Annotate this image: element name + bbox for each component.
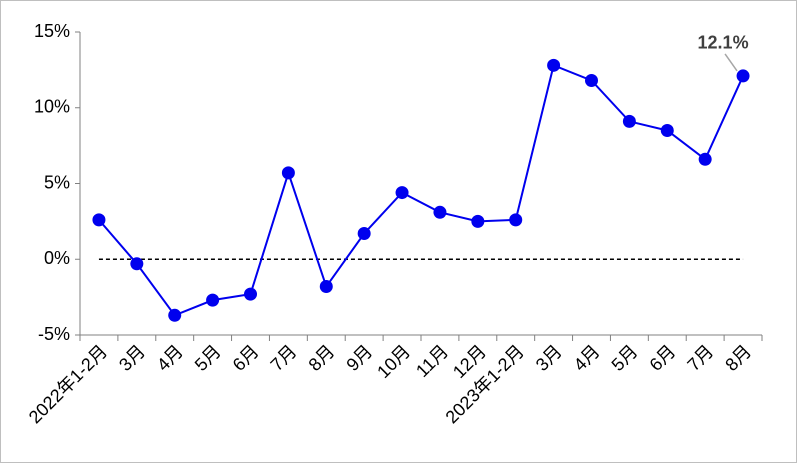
marker	[319, 280, 333, 294]
marker	[281, 166, 295, 180]
marker	[660, 123, 674, 137]
marker	[357, 226, 371, 240]
y-tick-label: 5%	[44, 172, 70, 192]
marker	[509, 213, 523, 227]
marker	[622, 114, 636, 128]
marker	[395, 186, 409, 200]
marker	[585, 73, 598, 87]
marker	[736, 69, 750, 83]
data-label: 12.1%	[698, 33, 749, 53]
y-tick-label: 10%	[34, 97, 70, 117]
y-tick-label: 0%	[44, 248, 70, 268]
marker	[130, 257, 144, 271]
marker	[547, 58, 561, 72]
marker	[433, 205, 447, 219]
y-tick-label: 15%	[34, 21, 70, 41]
marker	[698, 152, 712, 166]
marker	[168, 308, 182, 322]
label-leader	[724, 53, 738, 72]
marker	[92, 213, 106, 227]
y-tick-label: -5%	[38, 324, 70, 344]
marker	[471, 214, 485, 228]
marker	[206, 293, 220, 307]
marker	[244, 287, 257, 301]
